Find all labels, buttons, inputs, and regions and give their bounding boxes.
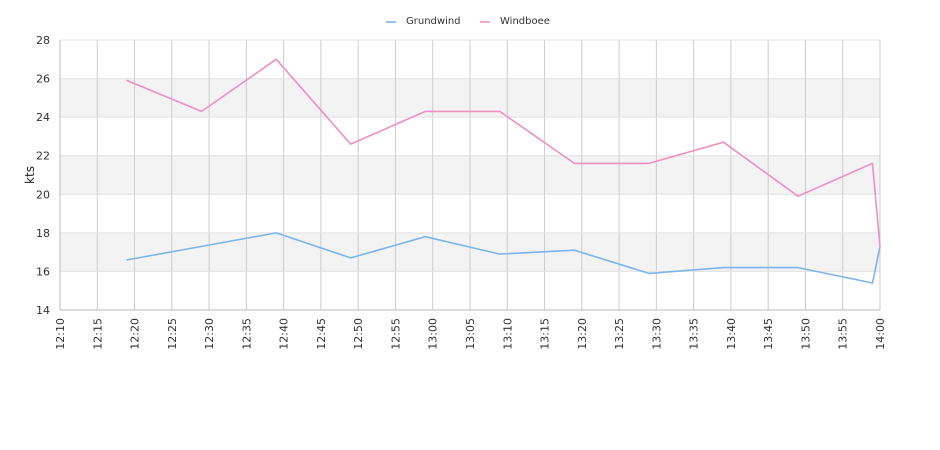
series-line-windboee	[126, 58, 881, 248]
x-tick-label: 13:55	[837, 318, 850, 350]
x-tick-labels: 12:10 12:15 12:20 12:25 12:30 12:35 12:40 12:45…	[54, 318, 887, 350]
legend-label: Grundwind	[406, 16, 461, 27]
y-tick-label: 22	[36, 150, 50, 163]
y-tick-label: 18	[36, 227, 50, 240]
x-tick-label: 13:00	[427, 318, 440, 350]
y-tick-label: 20	[36, 188, 50, 201]
x-tick-label: 12:55	[389, 318, 402, 350]
legend-item-windboee[interactable]: Windboee	[480, 16, 550, 27]
x-tick-label: 12:35	[240, 318, 253, 350]
legend-label: Windboee	[500, 16, 550, 27]
x-tick-label: 13:20	[576, 318, 589, 350]
series-line-grundwind	[126, 232, 881, 284]
x-tick-label: 12:25	[166, 318, 179, 350]
x-tick-label: 12:50	[352, 318, 365, 350]
x-tick-label: 13:05	[464, 318, 477, 350]
x-tick-label: 13:30	[650, 318, 663, 350]
x-tick-label: 12:40	[278, 318, 291, 350]
x-tick-label: 13:40	[725, 318, 738, 350]
x-tick-label: 13:35	[688, 318, 701, 350]
legend-item-grundwind[interactable]: Grundwind	[386, 16, 461, 27]
series-lines	[126, 58, 881, 284]
y-tick-label: 28	[36, 34, 50, 47]
x-tick-label: 12:10	[54, 318, 67, 350]
y-tick-label: 26	[36, 73, 50, 86]
axes	[59, 40, 881, 311]
vertical-gridlines	[59, 40, 881, 310]
x-tick-label: 13:45	[762, 318, 775, 350]
legend: Grundwind Windboee	[386, 16, 550, 27]
y-axis-title: kts	[23, 166, 37, 184]
y-tick-label: 16	[36, 265, 50, 278]
x-tick-label: 13:15	[539, 318, 552, 350]
x-tick-label: 13:10	[501, 318, 514, 350]
x-tick-label: 13:50	[799, 318, 812, 350]
y-tick-labels: 14 16 18 20 22 24 26 28	[36, 34, 50, 317]
x-tick-label: 12:20	[129, 318, 142, 350]
x-tick-label: 12:15	[91, 318, 104, 350]
x-tick-label: 14:00	[874, 318, 887, 350]
x-tick-label: 12:45	[315, 318, 328, 350]
y-tick-label: 24	[36, 111, 50, 124]
y-tick-label: 14	[36, 304, 50, 317]
x-tick-label: 13:25	[613, 318, 626, 350]
x-tick-label: 12:30	[203, 318, 216, 350]
